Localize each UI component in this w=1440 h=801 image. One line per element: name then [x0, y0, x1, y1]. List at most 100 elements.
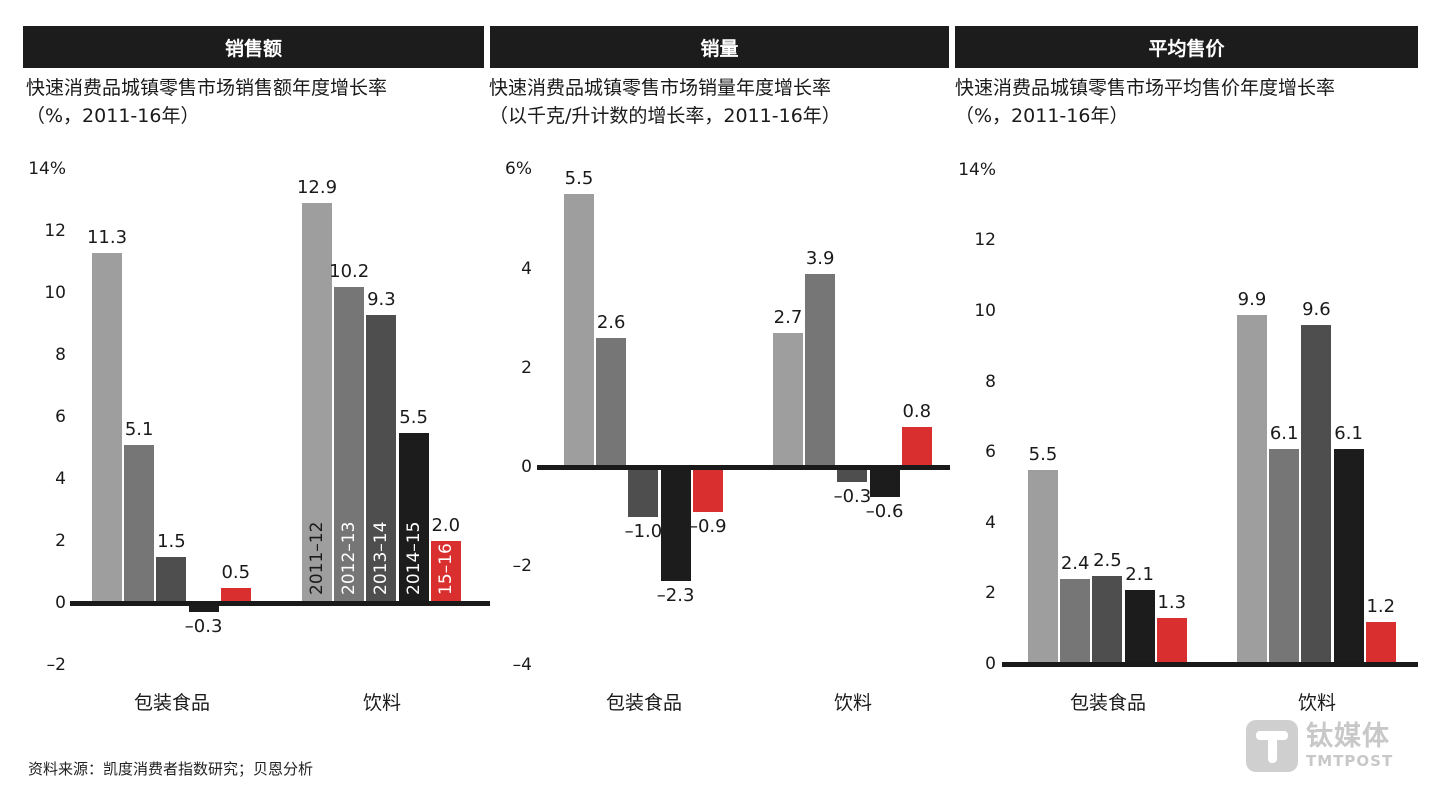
bar-value-label: 6.1: [1269, 422, 1299, 444]
category-label: 包装食品: [605, 692, 682, 714]
bar-packaged-food-1: [124, 444, 155, 603]
zero-axis-line: [537, 465, 950, 470]
y-tick-label: 0: [55, 593, 66, 613]
panel-header-volume: 销量: [490, 26, 949, 68]
bar-beverages-0: [1237, 314, 1267, 664]
bar-value-label: 2.5: [1093, 549, 1122, 571]
y-tick-label: 14%: [958, 159, 996, 180]
subtitle-line: 快速消费品城镇零售市场销量年度增长率: [489, 77, 832, 99]
y-tick-label: 6%: [505, 159, 532, 180]
y-tick-label: 2: [521, 357, 532, 378]
bar-packaged-food-4: [1156, 618, 1187, 664]
bar-beverages-3: [869, 467, 900, 497]
bar-beverages-1: [805, 273, 836, 467]
source-note: 资料来源：凯度消费者指数研究；贝恩分析: [28, 760, 314, 778]
series-label: 2011–12: [307, 521, 327, 595]
panel-title: 销售额: [224, 37, 282, 60]
bar-packaged-food-0: [564, 194, 594, 467]
bar-packaged-food-2: [1092, 575, 1123, 664]
bar-value-label: 5.5: [564, 168, 594, 190]
bar-value-label: 1.5: [157, 530, 186, 552]
y-tick-label: 12: [44, 221, 66, 241]
bar-value-label: 1.3: [1157, 592, 1187, 614]
panel-header-sales: 销售额: [23, 26, 484, 68]
subtitle-line: （以千克/升计数的增长率，2011-16年）: [489, 105, 841, 127]
bar-beverages-0: [302, 203, 332, 603]
bar-packaged-food-3: [660, 467, 691, 582]
bar-value-label: 10.2: [329, 260, 370, 282]
y-tick-label: 4: [521, 258, 532, 279]
y-tick-label: 8: [55, 345, 66, 365]
bar-value-label: –0.3: [833, 485, 872, 507]
bar-value-label: 12.9: [296, 177, 338, 199]
series-label: 2012–13: [339, 521, 360, 595]
panel-header-price: 平均售价: [955, 26, 1418, 68]
y-tick-label: 10: [974, 301, 996, 321]
bar-value-label: –0.3: [184, 616, 223, 638]
subtitle-line: 快速消费品城镇零售市场平均售价年度增长率: [955, 77, 1336, 99]
series-label: 15–16: [435, 543, 456, 595]
bar-packaged-food-2: [628, 467, 659, 517]
y-tick-label: –4: [512, 655, 532, 676]
bar-value-label: –0.9: [688, 515, 727, 537]
bar-packaged-food-3: [188, 603, 219, 613]
bar-value-label: 2.6: [596, 312, 626, 334]
y-tick-label: 4: [55, 469, 66, 489]
bar-value-label: 11.3: [86, 226, 128, 248]
bar-beverages-0: [773, 333, 803, 467]
bar-packaged-food-3: [1124, 589, 1155, 664]
bar-packaged-food-1: [1060, 579, 1091, 664]
tmtpost-t-icon: [1246, 720, 1298, 772]
category-label: 包装食品: [133, 692, 210, 714]
zero-axis-line: [70, 601, 490, 606]
bar-beverages-2: [1301, 325, 1332, 664]
bar-beverages-1: [1269, 448, 1300, 664]
bar-packaged-food-2: [156, 556, 187, 603]
bar-packaged-food-4: [220, 587, 251, 603]
bar-value-label: 0.8: [902, 401, 932, 423]
bar-packaged-food-0: [1028, 469, 1058, 664]
bar-beverages-3: [1333, 448, 1364, 664]
subtitle-line: （%，2011-16年）: [26, 105, 200, 127]
panel-title: 平均售价: [1148, 37, 1225, 60]
bar-value-label: 0.5: [221, 561, 251, 583]
y-tick-label: 0: [521, 457, 532, 477]
panel-subtitle: 快速消费品城镇零售市场销售额年度增长率 （%，2011-16年）: [26, 74, 387, 130]
tmtpost-logo: 钛媒体 TMTPOST: [1246, 720, 1393, 772]
bar-beverages-4: [430, 541, 461, 603]
zero-axis-line: [1002, 662, 1418, 667]
y-tick-label: 6: [985, 442, 996, 463]
bar-value-label: 5.1: [124, 418, 154, 440]
bar-value-label: 9.9: [1237, 288, 1267, 310]
category-label: 饮料: [833, 692, 872, 714]
bar-value-label: –0.6: [865, 500, 904, 522]
bar-value-label: 9.6: [1302, 299, 1331, 321]
bar-beverages-1: [334, 286, 365, 603]
bar-value-label: 2.7: [773, 307, 803, 329]
y-tick-label: –2: [512, 556, 532, 577]
y-tick-label: –2: [46, 655, 66, 675]
subtitle-line: 快速消费品城镇零售市场销售额年度增长率: [26, 77, 388, 99]
category-label: 包装食品: [1069, 692, 1146, 714]
bar-value-label: –1.0: [624, 520, 663, 542]
bar-value-label: 2.0: [431, 515, 461, 536]
bar-value-label: 2.4: [1060, 553, 1090, 575]
bar-beverages-2: [837, 467, 868, 482]
bar-packaged-food-1: [596, 338, 627, 467]
bar-beverages-4: [1365, 621, 1396, 664]
y-tick-label: 12: [974, 230, 996, 251]
bar-value-label: 6.1: [1334, 422, 1363, 444]
y-tick-label: 8: [985, 371, 996, 392]
category-label: 饮料: [362, 692, 401, 714]
y-tick-label: 0: [985, 654, 996, 674]
y-tick-label: 10: [44, 283, 66, 303]
bar-value-label: 9.3: [367, 288, 396, 310]
y-tick-label: 2: [55, 531, 66, 551]
panel-title: 销量: [700, 37, 739, 60]
bar-value-label: 3.9: [805, 247, 835, 269]
bar-value-label: 5.5: [399, 406, 428, 428]
y-tick-label: 6: [55, 407, 66, 427]
series-label: 2013–14: [371, 521, 392, 595]
bar-value-label: 2.1: [1125, 563, 1154, 585]
bar-value-label: 1.2: [1366, 595, 1396, 617]
